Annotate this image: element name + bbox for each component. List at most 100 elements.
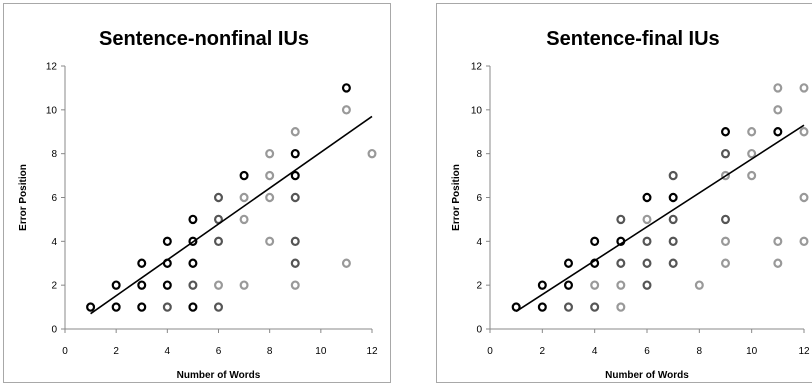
data-point — [290, 127, 300, 137]
data-point — [239, 280, 249, 290]
data-point — [721, 127, 731, 137]
x-tick-label: 12 — [798, 346, 810, 357]
trendline — [90, 115, 373, 315]
data-point — [188, 302, 198, 312]
data-point — [537, 280, 547, 290]
data-point — [799, 127, 809, 137]
data-point — [265, 236, 275, 247]
data-point — [668, 170, 678, 181]
data-point — [721, 170, 731, 181]
data-point — [341, 258, 351, 268]
y-tick-label: 2 — [476, 281, 482, 292]
data-point — [564, 258, 574, 268]
x-tick-label: 8 — [267, 346, 273, 357]
x-tick-label: 10 — [746, 346, 758, 357]
data-point — [188, 236, 198, 247]
data-point — [290, 192, 300, 203]
data-point — [214, 302, 224, 312]
data-point — [239, 170, 249, 181]
data-point — [162, 236, 172, 247]
y-tick-label: 6 — [51, 193, 57, 204]
y-tick-label: 6 — [476, 193, 482, 204]
data-point — [616, 280, 626, 290]
data-point — [239, 192, 249, 203]
x-tick-label: 12 — [366, 346, 378, 357]
data-point — [214, 280, 224, 290]
data-point — [162, 302, 172, 312]
chart-title: Sentence-nonfinal IUs — [99, 28, 309, 50]
data-point — [773, 127, 783, 137]
data-point — [290, 170, 300, 181]
x-tick-label: 4 — [592, 346, 598, 357]
data-point — [239, 214, 249, 225]
data-point — [721, 214, 731, 225]
chart-title: Sentence-final IUs — [546, 28, 719, 50]
data-point — [642, 280, 652, 290]
data-point — [799, 83, 809, 93]
data-point — [668, 214, 678, 225]
x-tick-label: 8 — [697, 346, 703, 357]
data-point — [290, 258, 300, 268]
data-point — [721, 236, 731, 247]
y-tick-label: 12 — [471, 62, 483, 73]
data-point — [111, 280, 121, 290]
data-point — [773, 83, 783, 93]
data-point — [616, 258, 626, 268]
y-tick-label: 0 — [476, 325, 482, 336]
data-point — [799, 236, 809, 247]
data-point — [537, 302, 547, 312]
data-point — [668, 258, 678, 268]
data-point — [564, 280, 574, 290]
data-point — [341, 105, 351, 115]
data-point — [721, 148, 731, 159]
data-point — [214, 192, 224, 203]
chart-panel-nonfinal: Sentence-nonfinal IUs 0 2 4 6 8 10 12 0 2 4 6 8 10 12 N… — [3, 3, 391, 383]
x-tick-label: 2 — [540, 346, 546, 357]
y-tick-label: 8 — [51, 149, 57, 160]
data-point — [265, 192, 275, 203]
data-point — [668, 192, 678, 203]
y-axis-label: Error Position — [451, 164, 462, 231]
data-point — [188, 280, 198, 290]
data-point — [564, 302, 574, 312]
data-point — [747, 127, 757, 137]
x-axis-label: Number of Words — [177, 370, 261, 381]
data-point — [642, 214, 652, 225]
data-point — [668, 236, 678, 247]
data-point — [590, 280, 600, 290]
x-tick-label: 10 — [315, 346, 327, 357]
x-tick-label: 4 — [165, 346, 171, 357]
data-point — [137, 258, 147, 268]
data-point — [188, 214, 198, 225]
data-point — [773, 236, 783, 247]
x-axis-label: Number of Words — [605, 370, 689, 381]
y-axis-label: Error Position — [18, 164, 29, 231]
data-point — [747, 170, 757, 181]
data-point — [290, 280, 300, 290]
data-point — [616, 214, 626, 225]
data-point — [694, 280, 704, 290]
data-point — [86, 302, 96, 312]
y-tick-label: 0 — [51, 325, 57, 336]
data-point — [642, 236, 652, 247]
x-tick-label: 0 — [487, 346, 493, 357]
data-point — [290, 148, 300, 159]
data-point — [799, 192, 809, 203]
y-tick-label: 2 — [51, 281, 57, 292]
data-point — [214, 214, 224, 225]
x-tick-label: 2 — [113, 346, 119, 357]
data-point — [111, 302, 121, 312]
data-point — [188, 258, 198, 268]
x-tick-label: 0 — [62, 346, 68, 357]
data-point — [265, 148, 275, 159]
y-tick-label: 10 — [46, 105, 58, 116]
data-point — [214, 236, 224, 247]
data-point — [590, 302, 600, 312]
data-point — [162, 280, 172, 290]
x-tick-label: 6 — [644, 346, 650, 357]
data-point — [341, 83, 351, 93]
data-point — [137, 302, 147, 312]
chart-panel-final: Sentence-final IUs 0 2 4 6 8 10 12 0 2 4 6 8 10 12 Numb… — [436, 3, 812, 383]
y-tick-label: 10 — [471, 105, 483, 116]
